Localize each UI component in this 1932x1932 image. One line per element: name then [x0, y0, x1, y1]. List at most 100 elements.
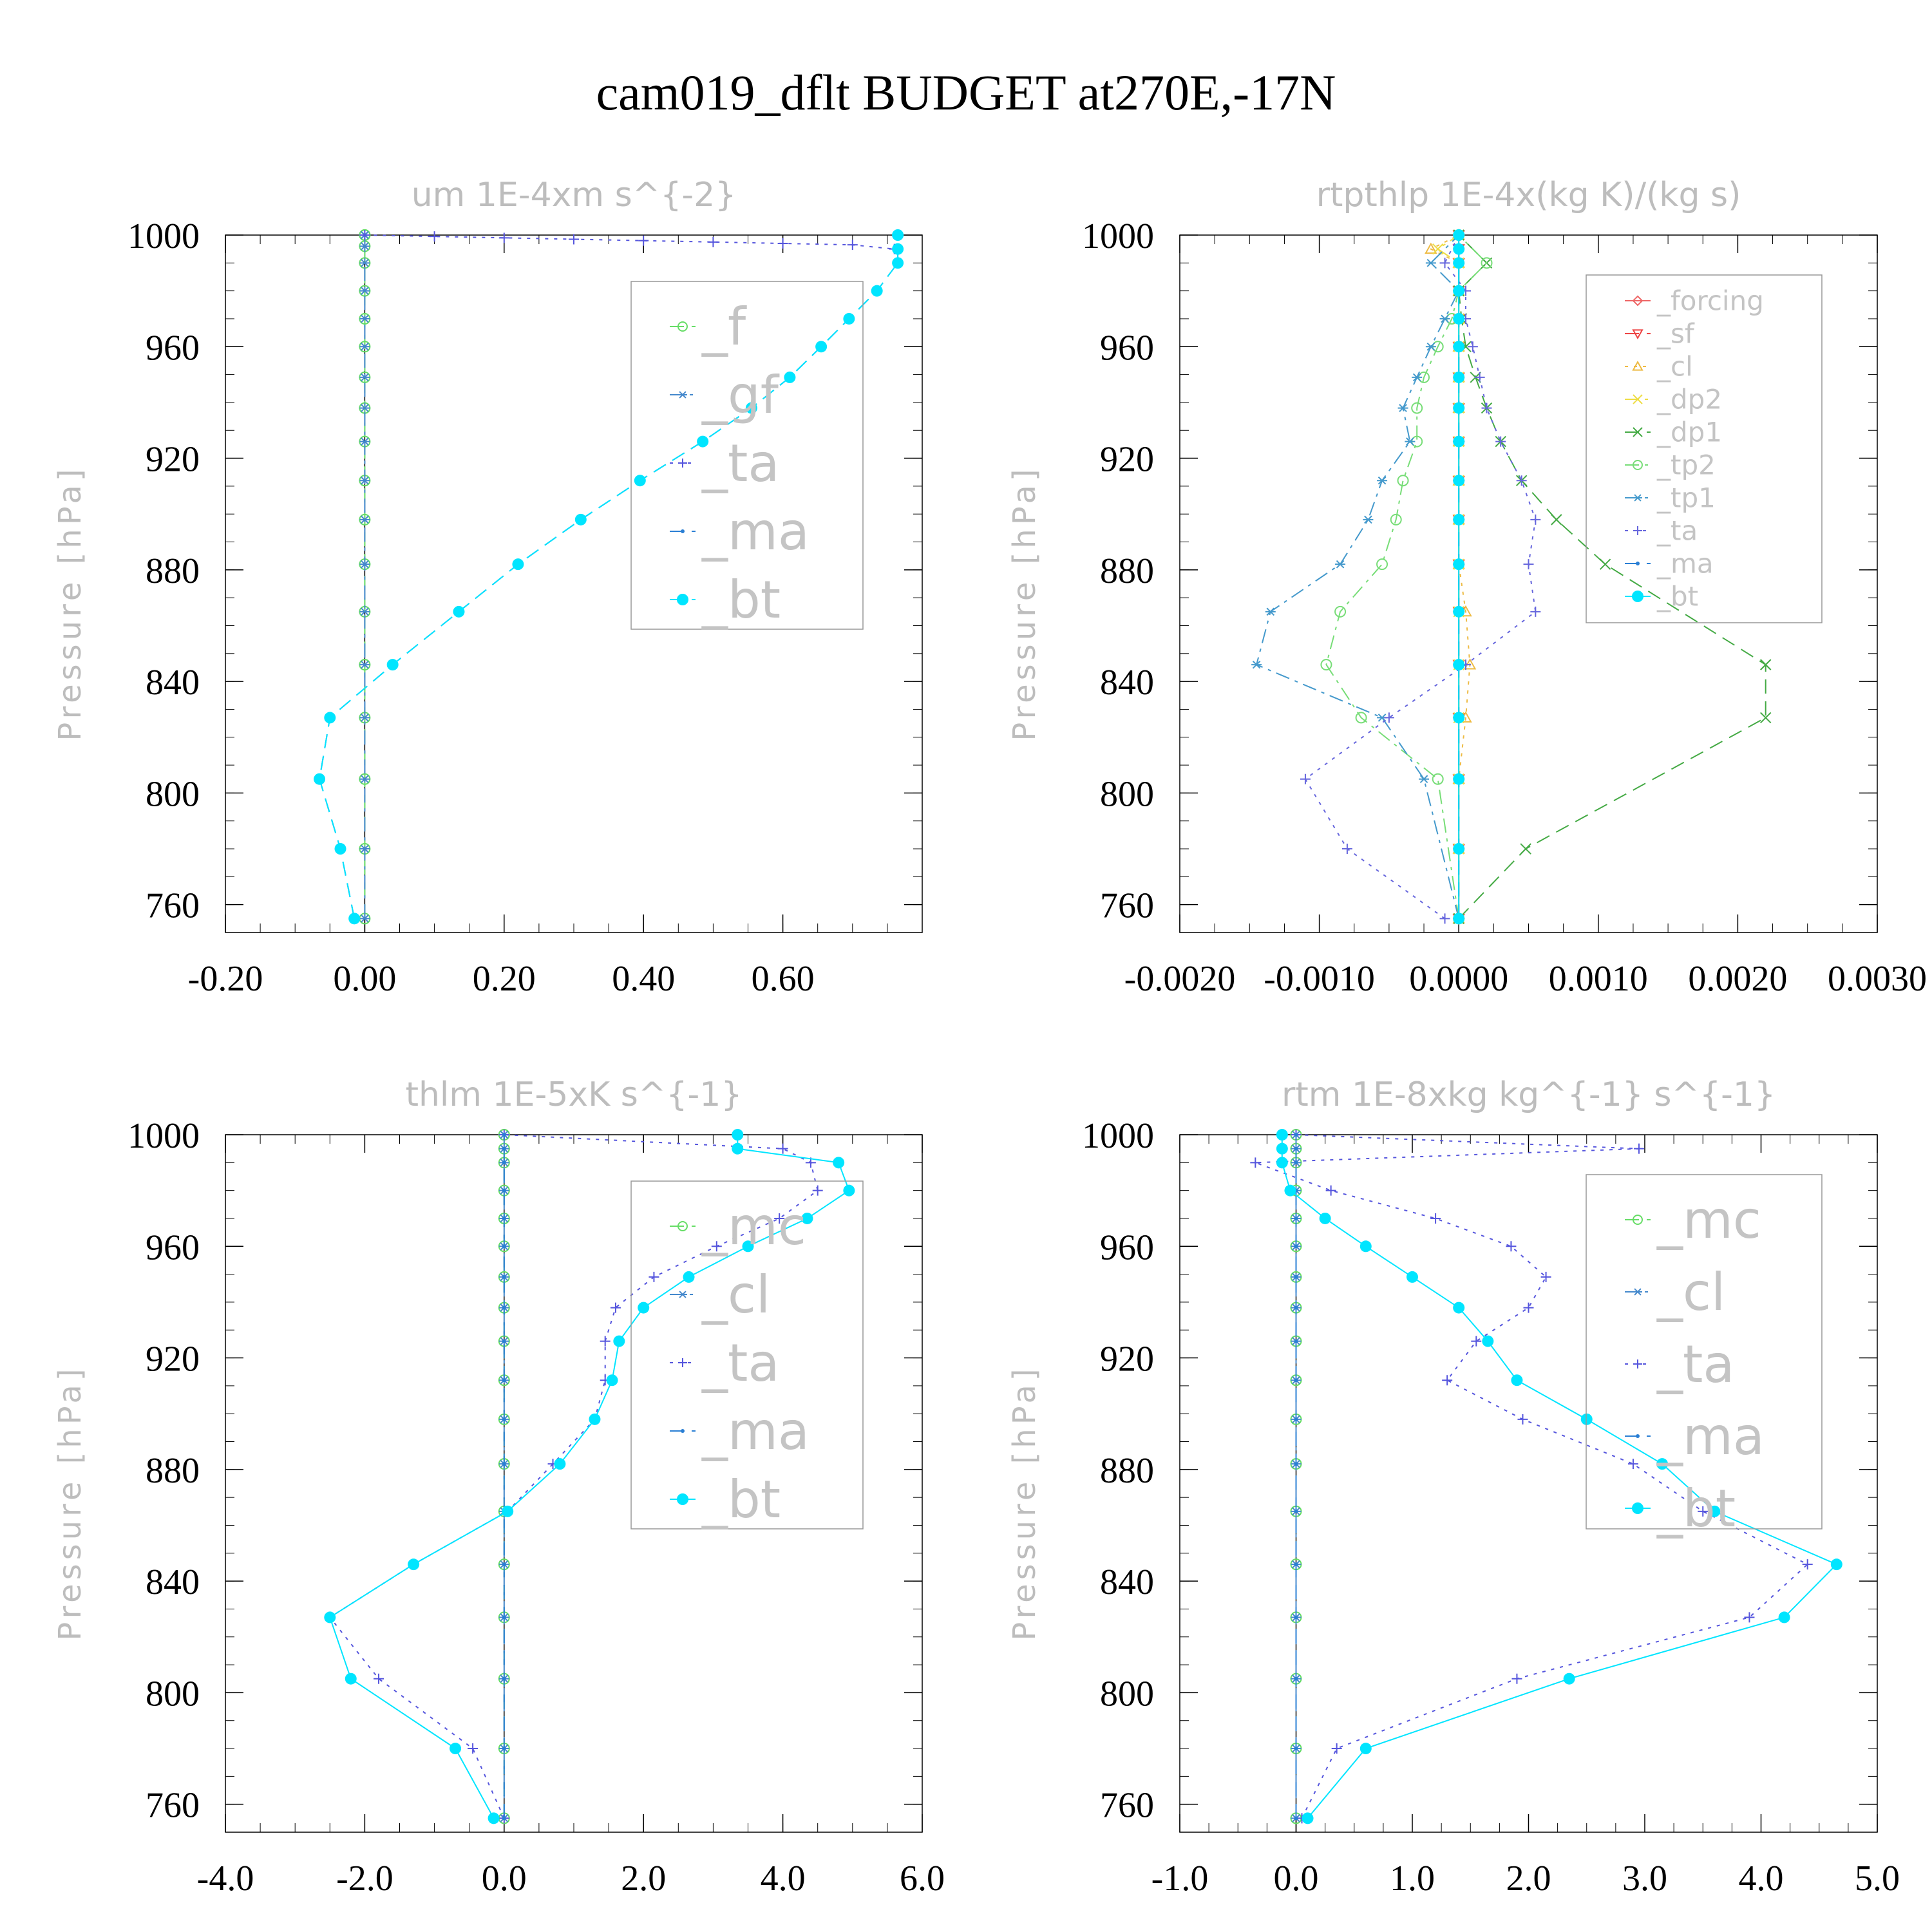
- data-point: [1383, 712, 1394, 723]
- data-point: [843, 1184, 855, 1197]
- data-point: [502, 1244, 506, 1249]
- chart-panel-2: rtpthlp 1E-4x(kg K)/(kg s) Pressure [hPa]…: [1007, 176, 1927, 999]
- data-point: [847, 240, 858, 251]
- data-point: [1453, 659, 1465, 671]
- data-point: [1482, 1335, 1494, 1347]
- data-point: [892, 243, 904, 255]
- data-point: [1453, 435, 1465, 448]
- x-tick-label: 0.0010: [1549, 959, 1648, 999]
- data-point: [502, 1133, 506, 1137]
- data-point: [1390, 513, 1402, 526]
- plot-frame: [225, 234, 923, 933]
- data-point: [1636, 1434, 1640, 1438]
- data-point: [681, 1429, 685, 1433]
- data-point: [843, 312, 855, 325]
- y-tick-label: 1000: [1082, 1116, 1154, 1156]
- y-tick-label: 840: [1100, 1562, 1154, 1602]
- data-point: [502, 1417, 506, 1421]
- legend-box: [1586, 1174, 1823, 1530]
- data-point: [1511, 1673, 1522, 1684]
- y-tick-label: 760: [1100, 1786, 1154, 1826]
- data-point: [1320, 659, 1332, 671]
- series-line: [319, 235, 899, 919]
- data-point: [1523, 559, 1534, 570]
- data-point: [1355, 712, 1367, 724]
- y-tick-label: 760: [1100, 886, 1154, 926]
- data-point: [683, 1271, 695, 1283]
- y-tick-label: 960: [146, 328, 200, 368]
- y-tick-label: 800: [1100, 774, 1154, 814]
- legend-entry: _sf: [1656, 318, 1695, 350]
- y-axis-label: Pressure [hPa]: [1007, 1365, 1043, 1640]
- data-point: [1633, 1359, 1642, 1368]
- y-tick-label: 960: [1100, 1227, 1154, 1267]
- x-tick-label: 0.60: [752, 959, 815, 999]
- series-ma: [317, 233, 900, 921]
- data-point: [1709, 1505, 1721, 1517]
- data-point: [359, 437, 370, 446]
- data-point: [569, 234, 579, 245]
- legend-entry: _bt: [701, 1470, 781, 1530]
- data-point: [774, 1213, 785, 1224]
- data-point: [1563, 1672, 1575, 1685]
- plot-frame: [1179, 1134, 1878, 1833]
- data-point: [1760, 712, 1772, 724]
- data-point: [1397, 475, 1409, 487]
- data-point: [1453, 558, 1465, 571]
- data-point: [1744, 1612, 1755, 1623]
- x-tick-label: -1.0: [1151, 1859, 1209, 1899]
- data-point: [1633, 494, 1642, 502]
- data-point: [1442, 1375, 1453, 1386]
- data-point: [1276, 1129, 1288, 1141]
- x-tick-label: 5.0: [1855, 1859, 1900, 1899]
- data-point: [1632, 1502, 1643, 1514]
- data-point: [1359, 1743, 1372, 1755]
- data-point: [498, 232, 509, 243]
- data-point: [502, 1562, 506, 1567]
- data-point: [1341, 844, 1352, 855]
- data-point: [1412, 373, 1423, 382]
- data-point: [678, 459, 687, 468]
- data-point: [386, 659, 399, 671]
- data-point: [634, 475, 646, 487]
- legend-entry: _tp2: [1656, 450, 1716, 481]
- data-point: [1439, 314, 1450, 323]
- data-point: [502, 1505, 514, 1517]
- data-point: [1276, 1142, 1288, 1155]
- data-point: [359, 844, 370, 853]
- data-point: [649, 1271, 659, 1282]
- data-point: [1453, 285, 1465, 297]
- y-tick-label: 760: [146, 886, 200, 926]
- y-tick-label: 840: [146, 663, 200, 703]
- panel-title: um 1E-4xm s^{-2}: [412, 176, 737, 214]
- y-tick-label: 800: [1100, 1674, 1154, 1714]
- data-point: [678, 391, 687, 399]
- data-point: [1294, 1274, 1298, 1279]
- data-point: [677, 1221, 688, 1231]
- series-line: [1436, 234, 1460, 919]
- data-point: [1530, 606, 1541, 617]
- series-line: [1255, 234, 1460, 919]
- data-point: [1453, 913, 1465, 925]
- series-line: [1304, 234, 1537, 920]
- x-tick-label: 2.0: [621, 1859, 666, 1899]
- data-point: [502, 1615, 506, 1620]
- data-point: [677, 594, 688, 605]
- legend-box: [630, 1180, 864, 1530]
- data-point: [488, 1812, 500, 1824]
- data-point: [784, 371, 796, 383]
- legend-entry: _f: [701, 297, 747, 357]
- data-point: [502, 1274, 506, 1279]
- data-point: [1523, 1302, 1534, 1313]
- data-point: [1599, 558, 1611, 570]
- data-point: [502, 1339, 506, 1343]
- data-point: [638, 235, 649, 246]
- data-point: [1520, 843, 1531, 855]
- legend-entry: _bt: [1656, 1479, 1736, 1539]
- data-point: [677, 1493, 688, 1505]
- y-tick-label: 840: [1100, 663, 1154, 703]
- series-ta: [359, 230, 900, 254]
- data-point: [1405, 437, 1416, 446]
- series-ma: [502, 1133, 506, 1821]
- data-point: [1250, 1157, 1261, 1168]
